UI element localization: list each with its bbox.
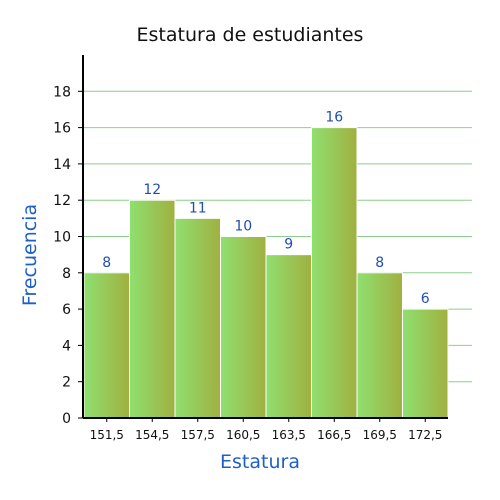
x-axis-label: Estatura (220, 451, 300, 473)
x-tick-label: 157,5 (181, 428, 215, 442)
x-tick-label: 151,5 (90, 428, 124, 442)
data-label: 12 (143, 182, 161, 198)
bar (129, 199, 176, 419)
x-tick-label: 163,5 (272, 428, 306, 442)
x-tick-label: 160,5 (226, 428, 260, 442)
x-tick-label: 172,5 (408, 428, 442, 442)
data-label: 8 (375, 255, 384, 271)
y-tick-label: 6 (62, 302, 71, 318)
data-label: 6 (421, 291, 430, 307)
bar (311, 127, 358, 419)
y-tick-label: 0 (62, 411, 71, 427)
data-label: 8 (102, 255, 111, 271)
x-tick-label: 166,5 (317, 428, 351, 442)
bar (220, 236, 267, 419)
y-tick-label: 4 (62, 338, 71, 354)
y-tick-label: 18 (53, 84, 71, 100)
bar (402, 308, 449, 419)
x-tick-label: 154,5 (135, 428, 169, 442)
chart-title: Estatura de estudiantes (136, 24, 364, 46)
data-label: 16 (325, 110, 343, 126)
data-label: 9 (284, 237, 293, 253)
bar (356, 272, 403, 419)
bar (83, 272, 130, 419)
y-tick-label: 12 (53, 193, 71, 209)
x-tick-label: 169,5 (363, 428, 397, 442)
bar (265, 254, 312, 419)
y-tick-label: 8 (62, 266, 71, 282)
y-tick-label: 2 (62, 375, 71, 391)
data-label: 11 (189, 200, 207, 216)
y-tick-label: 10 (53, 230, 71, 246)
y-tick-label: 16 (53, 121, 71, 137)
y-tick-label: 14 (53, 157, 71, 173)
data-label: 10 (234, 219, 252, 235)
bar (174, 217, 221, 419)
